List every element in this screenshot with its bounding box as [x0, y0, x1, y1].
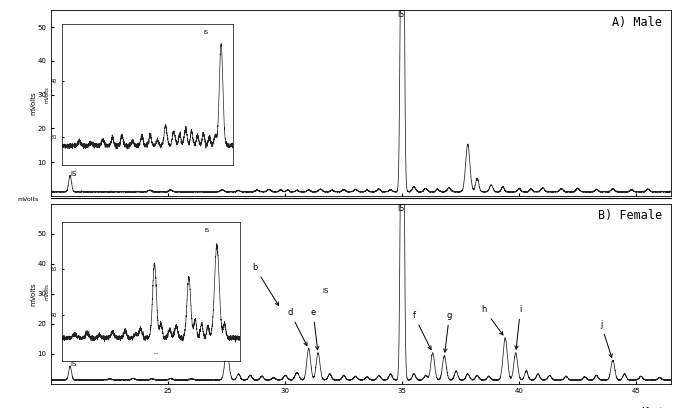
Text: d: d [287, 308, 307, 346]
Y-axis label: mVolts: mVolts [44, 283, 49, 300]
Text: a: a [189, 263, 220, 306]
Text: i: i [515, 305, 521, 349]
Text: IS: IS [204, 228, 209, 233]
Text: c: c [185, 317, 224, 350]
Text: Minutes: Minutes [641, 407, 671, 408]
Text: mVolts: mVolts [17, 197, 38, 202]
Text: IS: IS [397, 10, 404, 19]
Text: IS: IS [70, 361, 77, 367]
Text: IS: IS [323, 288, 329, 294]
Text: b: b [252, 263, 279, 306]
Text: j: j [600, 320, 612, 357]
Text: IS: IS [203, 30, 209, 35]
Text: IS: IS [397, 204, 404, 213]
Text: e: e [310, 308, 319, 350]
Text: B) Female: B) Female [598, 209, 662, 222]
Text: f: f [412, 311, 431, 350]
Text: ---: --- [154, 352, 160, 357]
Y-axis label: mVolts: mVolts [44, 86, 49, 103]
Text: h: h [482, 305, 503, 335]
Text: g: g [444, 311, 452, 352]
Text: A) Male: A) Male [612, 16, 662, 29]
Y-axis label: mVolts: mVolts [30, 91, 36, 115]
Y-axis label: mVolts: mVolts [30, 282, 36, 306]
Text: IS: IS [70, 171, 77, 177]
